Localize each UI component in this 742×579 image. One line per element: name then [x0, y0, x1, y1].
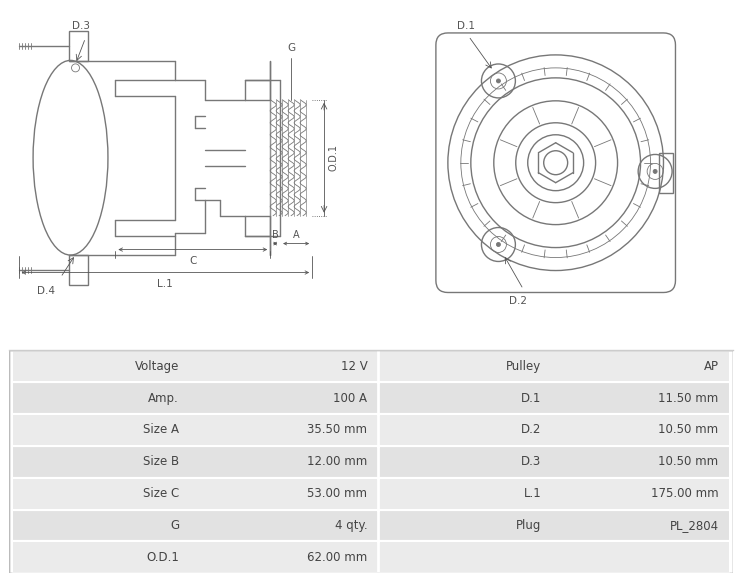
Text: Amp.: Amp. [148, 391, 179, 405]
Text: 12.00 mm: 12.00 mm [307, 455, 367, 468]
Text: 100 A: 100 A [333, 391, 367, 405]
Bar [68, 31, 88, 61]
Text: 10.50 mm: 10.50 mm [658, 455, 718, 468]
Text: D.3: D.3 [521, 455, 541, 468]
Text: C: C [189, 255, 197, 266]
Text: 175.00 mm: 175.00 mm [651, 487, 718, 500]
Circle shape [653, 170, 657, 174]
Text: 12 V: 12 V [341, 360, 367, 373]
Text: AP: AP [703, 360, 718, 373]
Bar [13, 478, 378, 510]
Text: B: B [272, 230, 278, 240]
Text: D.2: D.2 [521, 423, 541, 437]
Text: G: G [287, 43, 295, 53]
Text: G: G [170, 519, 179, 532]
Text: D.1: D.1 [458, 21, 476, 31]
Text: PL_2804: PL_2804 [669, 519, 718, 532]
Bar [13, 414, 378, 446]
Bar [378, 446, 729, 478]
Bar [13, 350, 378, 382]
Bar [378, 510, 729, 541]
Bar [13, 382, 378, 414]
Text: 4 qty.: 4 qty. [335, 519, 367, 532]
Text: D.3: D.3 [71, 21, 90, 31]
Text: Size C: Size C [143, 487, 179, 500]
Text: O.D.1: O.D.1 [146, 551, 179, 564]
Bar [13, 446, 378, 478]
Bar [378, 414, 729, 446]
Circle shape [496, 79, 500, 83]
Bar [13, 510, 378, 541]
Bar [68, 255, 88, 284]
Text: 10.50 mm: 10.50 mm [658, 423, 718, 437]
Text: Size A: Size A [143, 423, 179, 437]
FancyBboxPatch shape [9, 350, 733, 573]
Circle shape [496, 243, 500, 247]
Text: 35.50 mm: 35.50 mm [307, 423, 367, 437]
Text: O.D.1: O.D.1 [328, 144, 338, 171]
Bar [378, 478, 729, 510]
Text: 62.00 mm: 62.00 mm [307, 551, 367, 564]
Bar [378, 382, 729, 414]
Bar [378, 350, 729, 382]
Text: Voltage: Voltage [135, 360, 179, 373]
Text: A: A [293, 230, 300, 240]
Bar [378, 541, 729, 573]
Text: Pulley: Pulley [506, 360, 541, 373]
Text: 53.00 mm: 53.00 mm [307, 487, 367, 500]
Text: Plug: Plug [516, 519, 541, 532]
Text: L.1: L.1 [523, 487, 541, 500]
Text: Size B: Size B [143, 455, 179, 468]
Text: D.4: D.4 [36, 285, 55, 295]
Text: D.1: D.1 [521, 391, 541, 405]
Text: D.2: D.2 [510, 296, 528, 306]
Bar [658, 153, 674, 193]
Bar [13, 541, 378, 573]
Text: 11.50 mm: 11.50 mm [658, 391, 718, 405]
Text: L.1: L.1 [157, 278, 173, 288]
